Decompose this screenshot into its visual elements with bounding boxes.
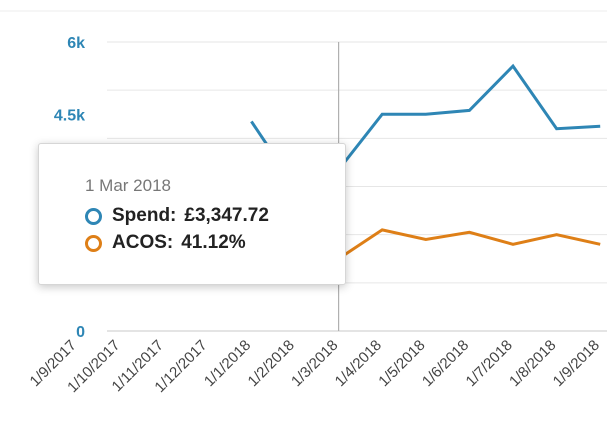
tooltip-row-spend: Spend: £3,347.72 [85,205,269,227]
y-tick-label: 6k [67,35,85,52]
tooltip-row-acos: ACOS: 41.12% [85,232,246,254]
tooltip-acos-value: 41.12% [181,232,246,253]
tooltip-acos-label: ACOS: [112,232,174,253]
y-axis-ticks: 0 4.5k 6k [54,35,85,341]
x-axis-ticks: 1/9/20171/10/20171/11/20171/12/20171/1/2… [27,337,604,396]
x-tick-label: 1/4/2018 [332,337,385,390]
spend-marker-icon [85,207,102,225]
x-tick-label: 1/1/2018 [201,337,254,390]
x-tick-label: 1/7/2018 [463,337,516,390]
y-tick-label: 4.5k [54,107,85,124]
x-tick-label: 1/2/2018 [245,337,298,390]
tooltip-date: 1 Mar 2018 [85,176,171,195]
x-tick-label: 1/8/2018 [506,337,559,390]
x-tick-label: 1/6/2018 [419,337,472,390]
x-tick-label: 1/5/2018 [375,337,428,390]
acos-marker-icon [85,234,102,252]
tooltip-spend-label: Spend: [112,205,177,226]
chart-tooltip: 1 Mar 2018 Spend: £3,347.72 ACOS: 41.12% [38,143,346,285]
x-tick-label: 1/9/2018 [550,337,603,390]
tooltip-spend-value: £3,347.72 [184,205,269,226]
x-tick-label: 1/3/2018 [288,337,341,390]
y-tick-label: 0 [76,324,85,341]
